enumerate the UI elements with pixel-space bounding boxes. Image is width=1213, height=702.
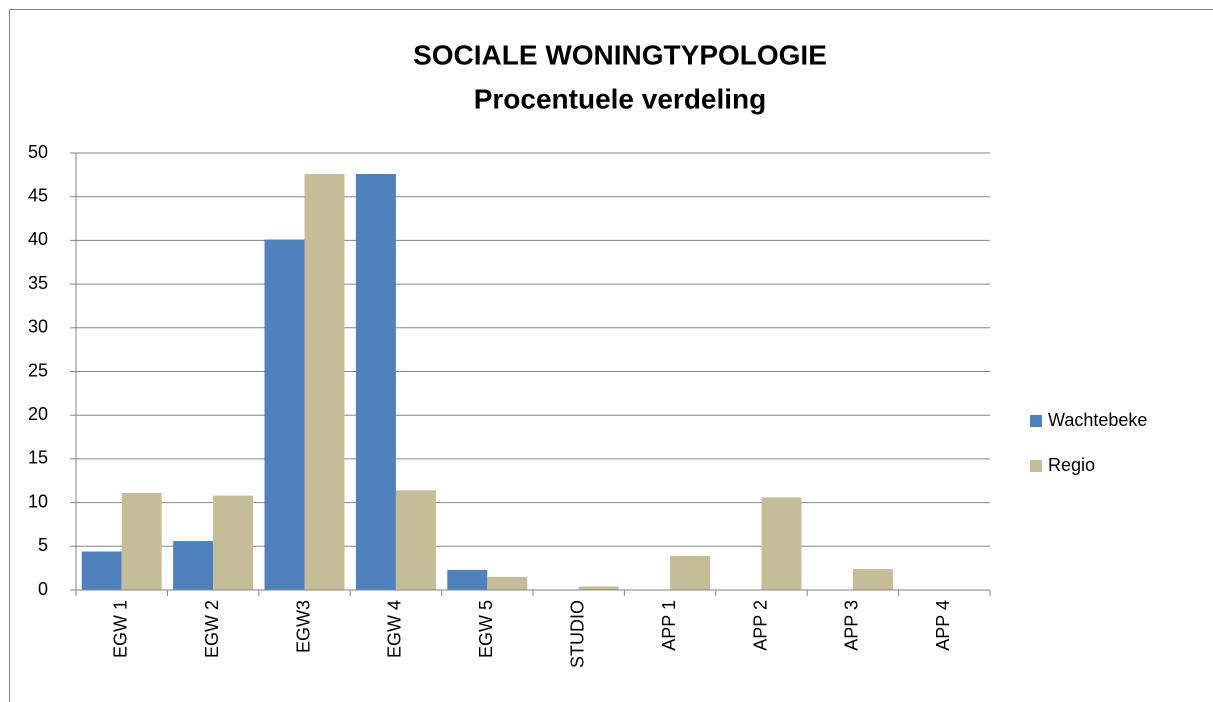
y-tick-label: 15 — [28, 448, 48, 468]
x-tick-label: EGW 1 — [110, 600, 130, 658]
x-tick-label: APP 3 — [842, 600, 862, 651]
bar — [487, 576, 528, 590]
x-tick-label: APP 2 — [750, 600, 770, 651]
x-tick-label: EGW 5 — [476, 600, 496, 658]
chart-subtitle: Procentuele verdeling — [474, 83, 767, 114]
bar — [670, 555, 711, 590]
x-tick-label: APP 1 — [659, 600, 679, 651]
x-tick-label: STUDIO — [567, 600, 587, 668]
x-tick-label: EGW3 — [293, 600, 313, 653]
bar — [81, 551, 122, 590]
bar — [761, 497, 802, 590]
bar — [852, 569, 893, 590]
chart-border — [9, 9, 1213, 702]
x-tick-label: EGW 4 — [385, 600, 405, 658]
bar — [121, 492, 162, 590]
legend-swatch — [1030, 460, 1042, 472]
legend-label: Wachtebeke — [1048, 410, 1147, 430]
bar — [395, 490, 436, 590]
bar — [213, 495, 254, 590]
y-tick-label: 25 — [28, 360, 48, 380]
x-tick-label: APP 4 — [933, 600, 953, 651]
y-tick-label: 5 — [38, 535, 48, 555]
y-tick-label: 50 — [28, 142, 48, 162]
x-tick-label: EGW 2 — [202, 600, 222, 658]
y-tick-label: 40 — [28, 229, 48, 249]
y-tick-label: 20 — [28, 404, 48, 424]
bar — [304, 173, 345, 590]
y-tick-label: 0 — [38, 579, 48, 599]
y-tick-label: 30 — [28, 317, 48, 337]
y-tick-label: 10 — [28, 491, 48, 511]
bar — [355, 173, 396, 590]
chart-title: SOCIALE WONINGTYPOLOGIE — [413, 39, 827, 70]
bar — [264, 239, 305, 590]
y-tick-label: 35 — [28, 273, 48, 293]
bar — [173, 541, 214, 590]
bar — [447, 569, 488, 590]
y-tick-label: 45 — [28, 185, 48, 205]
legend-swatch — [1030, 415, 1042, 427]
bar — [578, 586, 619, 590]
legend-label: Regio — [1048, 455, 1095, 475]
